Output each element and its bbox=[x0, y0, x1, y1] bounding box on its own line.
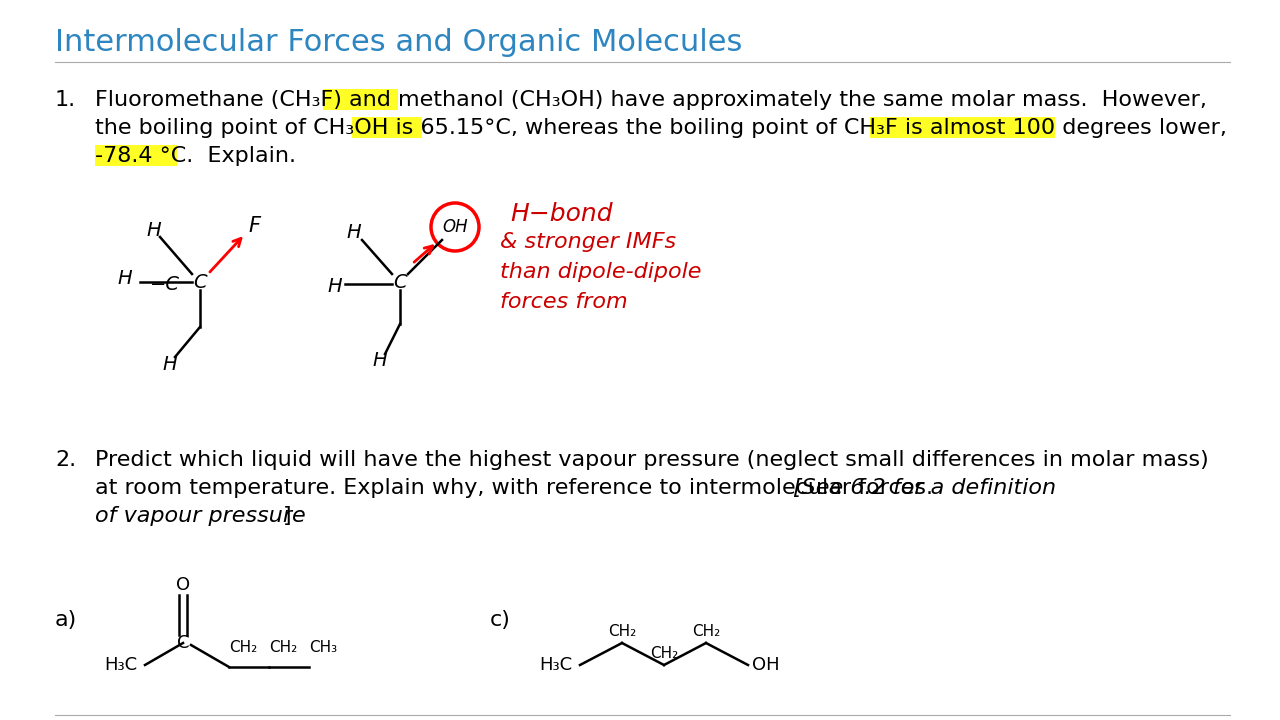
Text: CH₂: CH₂ bbox=[269, 640, 297, 655]
Text: F: F bbox=[248, 216, 260, 236]
Text: OH: OH bbox=[442, 218, 467, 236]
Text: 2.: 2. bbox=[55, 450, 76, 470]
Text: H−bond: H−bond bbox=[509, 202, 613, 226]
Text: CH₂: CH₂ bbox=[229, 640, 257, 655]
FancyBboxPatch shape bbox=[870, 117, 1055, 138]
Text: CH₃: CH₃ bbox=[308, 640, 337, 655]
Text: C: C bbox=[193, 272, 207, 292]
Text: C: C bbox=[177, 634, 189, 652]
FancyBboxPatch shape bbox=[95, 145, 177, 166]
Text: C: C bbox=[393, 272, 407, 292]
Text: of vapour pressure: of vapour pressure bbox=[95, 506, 306, 526]
Text: Fluoromethane (CH₃F) and methanol (CH₃OH) have approximately the same molar mass: Fluoromethane (CH₃F) and methanol (CH₃OH… bbox=[95, 90, 1207, 110]
Text: CH₂: CH₂ bbox=[608, 624, 636, 639]
Text: O: O bbox=[175, 576, 189, 594]
Text: H₃C: H₃C bbox=[104, 656, 137, 674]
Text: -78.4 °C.  Explain.: -78.4 °C. Explain. bbox=[95, 146, 296, 166]
FancyBboxPatch shape bbox=[352, 117, 422, 138]
Text: OH: OH bbox=[753, 656, 780, 674]
Text: [See 6.2 for a definition: [See 6.2 for a definition bbox=[794, 478, 1056, 498]
Text: Predict which liquid will have the highest vapour pressure (neglect small differ: Predict which liquid will have the highe… bbox=[95, 450, 1208, 470]
Text: H: H bbox=[347, 222, 361, 241]
Text: H: H bbox=[328, 277, 342, 297]
Text: H: H bbox=[163, 354, 178, 374]
Text: at room temperature. Explain why, with reference to intermolecular forces.: at room temperature. Explain why, with r… bbox=[95, 478, 940, 498]
Text: −C: −C bbox=[150, 274, 180, 294]
Text: ]: ] bbox=[283, 506, 292, 526]
Text: & stronger IMFs: & stronger IMFs bbox=[500, 232, 676, 252]
Text: H: H bbox=[372, 351, 388, 369]
FancyBboxPatch shape bbox=[323, 89, 398, 110]
Text: H₃C: H₃C bbox=[539, 656, 572, 674]
Text: H: H bbox=[118, 269, 132, 289]
Text: CH₂: CH₂ bbox=[650, 646, 678, 661]
Text: Intermolecular Forces and Organic Molecules: Intermolecular Forces and Organic Molecu… bbox=[55, 28, 742, 57]
Text: the boiling point of CH₃OH is 65.15°C, whereas the boiling point of CH₃F is almo: the boiling point of CH₃OH is 65.15°C, w… bbox=[95, 118, 1226, 138]
Text: a): a) bbox=[55, 610, 77, 630]
Text: than dipole-dipole: than dipole-dipole bbox=[500, 262, 701, 282]
Text: H: H bbox=[147, 220, 161, 240]
Text: forces from: forces from bbox=[500, 292, 627, 312]
Text: CH₂: CH₂ bbox=[692, 624, 721, 639]
Text: c): c) bbox=[490, 610, 511, 630]
Text: 1.: 1. bbox=[55, 90, 76, 110]
